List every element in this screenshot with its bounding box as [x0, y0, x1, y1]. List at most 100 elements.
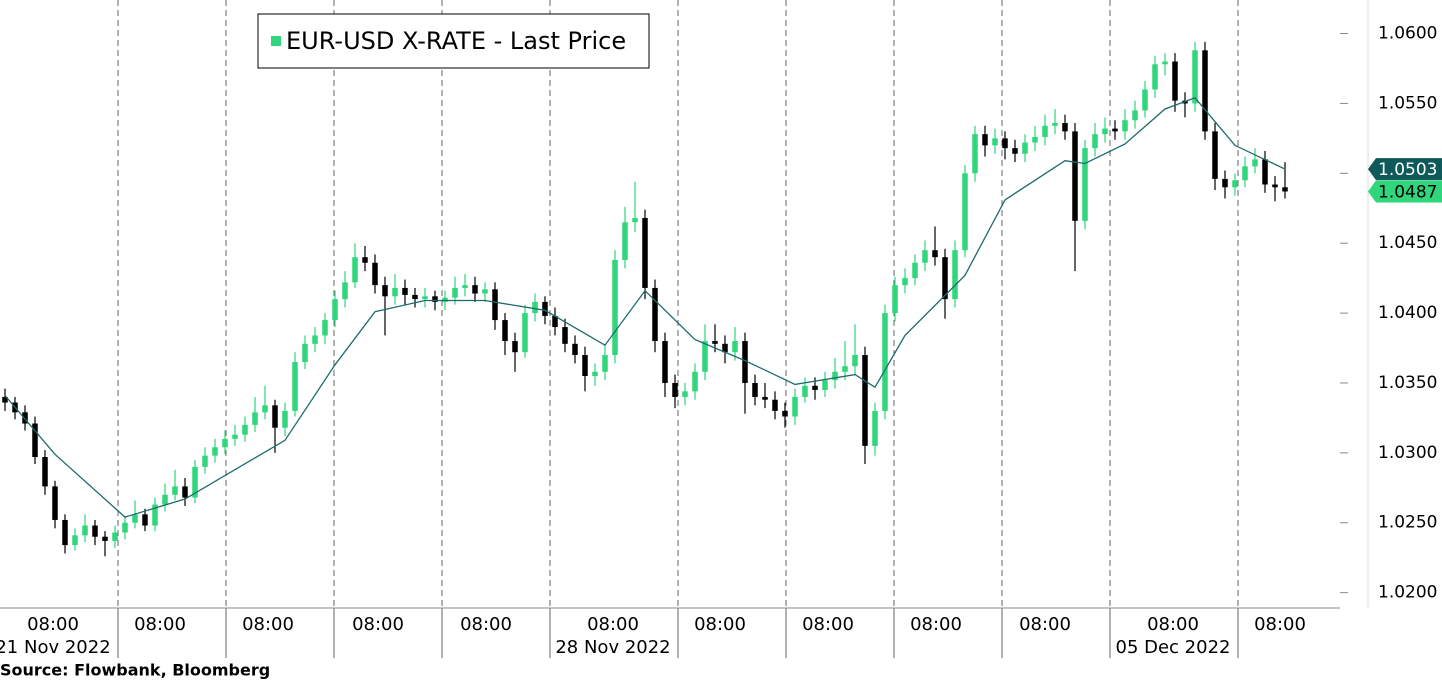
candle-body: [1232, 180, 1238, 188]
y-tick-label: 1.0250: [1378, 513, 1437, 533]
candle-body: [1002, 138, 1008, 149]
candle-body: [462, 285, 468, 288]
candle-body: [202, 455, 208, 467]
candle-body: [752, 382, 758, 397]
candle-body: [622, 222, 628, 260]
candle-body: [702, 341, 708, 372]
candle-body: [392, 287, 398, 297]
candle-body: [932, 250, 938, 258]
candle-body: [552, 315, 558, 328]
candle-body: [412, 294, 418, 300]
candle-body: [192, 466, 198, 498]
candle-body: [232, 434, 238, 439]
x-tick-label: 08:00: [134, 614, 186, 635]
candle-body: [572, 343, 578, 356]
candle-body: [82, 525, 88, 536]
x-tick-label: 08:00: [242, 614, 294, 635]
candle-body: [512, 341, 518, 353]
candle-body: [472, 285, 478, 294]
candle-body: [532, 301, 538, 314]
x-tick-label: 08:00: [587, 614, 639, 635]
price-tag-label: 1.0503: [1378, 160, 1437, 180]
x-tick-label: 08:00: [802, 614, 854, 635]
candle-body: [342, 282, 348, 300]
candle-body: [382, 285, 388, 297]
candle-body: [772, 399, 778, 411]
candle-body: [1122, 120, 1128, 132]
candle-body: [652, 287, 658, 342]
candle-body: [872, 410, 878, 446]
candle-body: [22, 412, 28, 424]
candle-body: [492, 289, 498, 321]
source: Source: Flowbank, Bloomberg: [0, 661, 270, 680]
date-label: 05 Dec 2022: [1116, 637, 1231, 658]
candle-body: [482, 289, 488, 294]
candle-body: [212, 447, 218, 456]
candle-body: [672, 382, 678, 397]
candle-body: [992, 138, 998, 146]
candle-body: [662, 341, 668, 383]
candle-body: [892, 285, 898, 314]
candle-body: [272, 405, 278, 428]
candle-body: [252, 412, 258, 425]
candle-body: [942, 257, 948, 300]
candle-body: [122, 522, 128, 533]
x-tick-label: 08:00: [694, 614, 746, 635]
candle-body: [1162, 61, 1168, 65]
candle-body: [832, 371, 838, 381]
candle-body: [152, 504, 158, 526]
x-tick-label: 08:00: [1147, 614, 1199, 635]
candle-body: [502, 320, 508, 342]
candle-body: [222, 438, 228, 448]
candle-body: [1052, 122, 1058, 126]
x-tick-label: 08:00: [1019, 614, 1071, 635]
candle-body: [62, 519, 68, 546]
candle-body: [102, 536, 108, 541]
candle-body: [92, 525, 98, 537]
candle-body: [1132, 110, 1138, 121]
candle-body: [1192, 50, 1198, 104]
date-label: 28 Nov 2022: [555, 637, 670, 658]
candle-body: [1032, 136, 1038, 143]
candle-body: [452, 287, 458, 298]
legend-box: [257, 13, 650, 69]
candle-body: [312, 335, 318, 344]
candle-body: [332, 299, 338, 321]
candle-body: [842, 366, 848, 372]
candle-body: [432, 296, 438, 302]
candle-body: [1082, 148, 1088, 221]
candle-body: [692, 371, 698, 392]
candle-body: [282, 410, 288, 428]
candle-body: [322, 320, 328, 336]
candle-body: [442, 297, 448, 302]
candle-body: [972, 134, 978, 174]
candle-body: [162, 494, 168, 505]
candle-body: [982, 134, 988, 146]
candle-body: [142, 514, 148, 526]
moving-average: [4, 97, 1286, 518]
x-tick-label: 08:00: [460, 614, 512, 635]
candle-body: [922, 250, 928, 263]
candle-body: [172, 486, 178, 495]
candle-body: [292, 362, 298, 411]
x-tick-label: 08:00: [352, 614, 404, 635]
x-tick-label: 08:00: [1254, 614, 1306, 635]
candle-body: [1092, 134, 1098, 149]
candle-body: [682, 391, 688, 397]
candle-body: [302, 343, 308, 363]
candle-body: [1262, 159, 1268, 185]
x-tick-label: 08:00: [27, 614, 79, 635]
candle-body: [1062, 122, 1068, 132]
candle-body: [722, 343, 728, 353]
x-tick-label: 08:00: [910, 614, 962, 635]
candle-body: [112, 532, 118, 541]
candle-body: [792, 396, 798, 417]
candle-body: [1012, 148, 1018, 154]
candle-body: [812, 385, 818, 390]
candle-body: [912, 262, 918, 279]
candle-body: [132, 514, 138, 523]
candle-body: [1252, 159, 1258, 167]
candle-body: [962, 173, 968, 251]
candle-body: [762, 396, 768, 400]
y-tick-label: 1.0300: [1378, 443, 1437, 463]
